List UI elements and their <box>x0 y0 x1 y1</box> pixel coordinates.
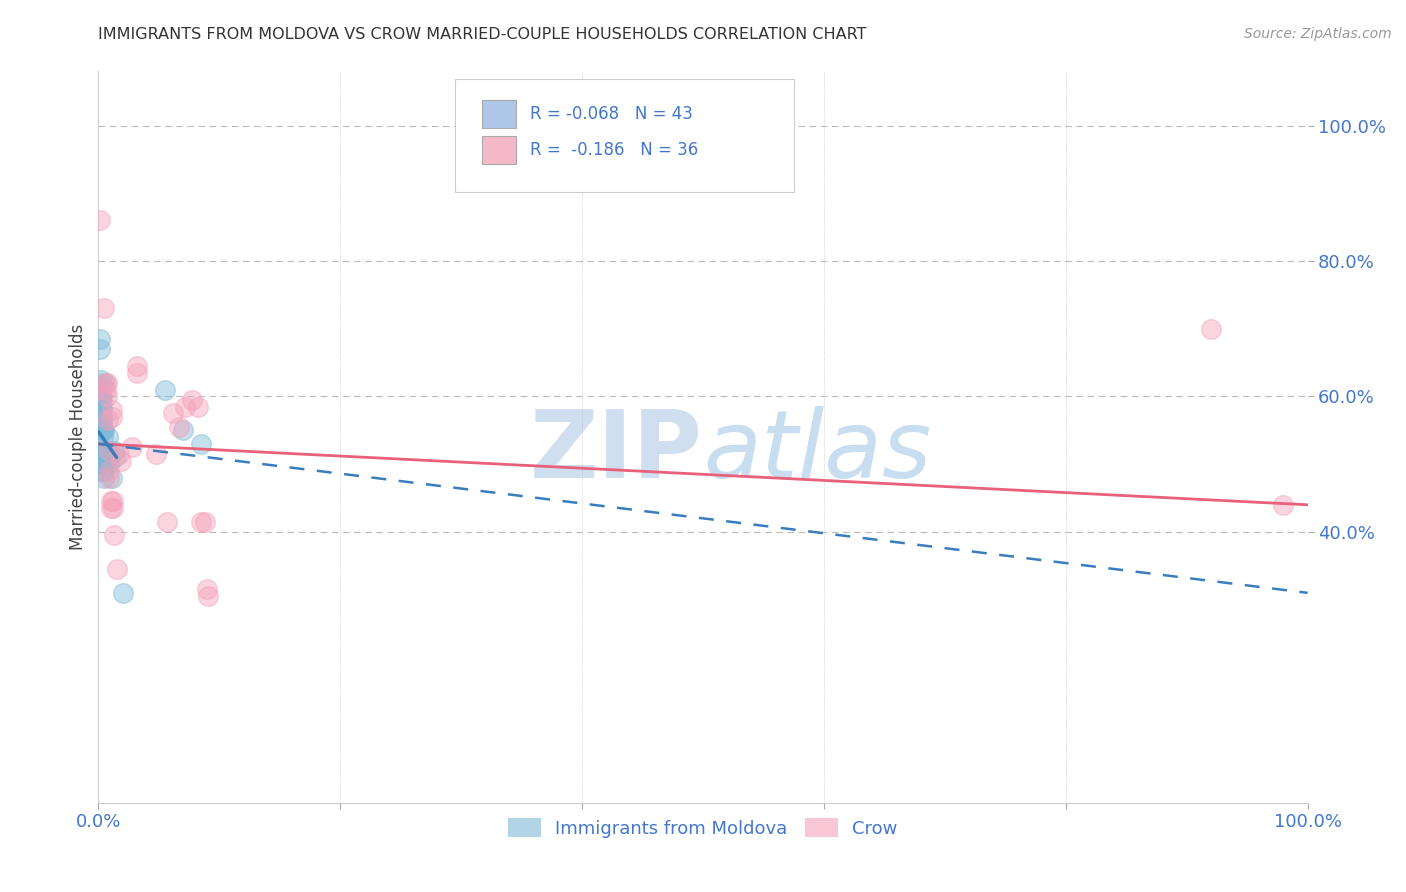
Point <box>94 383 117 397</box>
Point <box>180 392 202 407</box>
Point <box>91 457 114 471</box>
Point <box>108 447 131 461</box>
Point <box>91 450 114 465</box>
Point <box>190 515 212 529</box>
Point <box>96 376 118 390</box>
Point <box>100 403 122 417</box>
Text: IMMIGRANTS FROM MOLDOVA VS CROW MARRIED-COUPLE HOUSEHOLDS CORRELATION CHART: IMMIGRANTS FROM MOLDOVA VS CROW MARRIED-… <box>98 27 868 42</box>
Y-axis label: Married-couple Households: Married-couple Households <box>69 324 87 550</box>
Point <box>172 423 194 437</box>
Point <box>91 409 114 424</box>
Point <box>121 440 143 454</box>
Point <box>91 423 114 437</box>
Point <box>89 332 111 346</box>
Point <box>96 389 118 403</box>
Point <box>91 403 114 417</box>
Point <box>91 423 114 437</box>
Point <box>93 423 115 437</box>
Point <box>91 417 114 431</box>
Point <box>89 213 111 227</box>
Point <box>100 501 122 516</box>
Legend: Immigrants from Moldova, Crow: Immigrants from Moldova, Crow <box>501 811 905 845</box>
Point <box>156 515 179 529</box>
Point <box>93 376 115 390</box>
Point <box>91 403 114 417</box>
Point <box>98 450 121 465</box>
Point <box>90 372 112 386</box>
Point <box>91 450 114 465</box>
Text: Source: ZipAtlas.com: Source: ZipAtlas.com <box>1244 27 1392 41</box>
Text: atlas: atlas <box>703 406 931 497</box>
Point <box>111 586 134 600</box>
Point <box>103 528 125 542</box>
Point <box>101 501 124 516</box>
Point <box>194 515 217 529</box>
Point <box>94 450 117 465</box>
Bar <box>482 100 516 128</box>
Point <box>187 400 209 414</box>
Point <box>91 409 114 424</box>
Point <box>98 464 121 478</box>
Point <box>100 471 122 485</box>
Point <box>91 389 114 403</box>
FancyBboxPatch shape <box>456 78 793 192</box>
Point <box>91 443 114 458</box>
Point <box>110 454 132 468</box>
Point <box>90 379 112 393</box>
Point <box>174 400 197 414</box>
Point <box>162 406 184 420</box>
Point <box>190 437 212 451</box>
Point <box>127 366 149 380</box>
Point <box>97 413 120 427</box>
Point <box>89 342 111 356</box>
Point <box>90 386 112 401</box>
Point <box>91 464 114 478</box>
Point <box>91 464 114 478</box>
Point <box>169 420 191 434</box>
Point <box>90 392 112 407</box>
Point <box>195 582 218 597</box>
Point <box>91 443 114 458</box>
Point <box>93 443 115 458</box>
Point <box>100 494 122 508</box>
Point <box>94 457 117 471</box>
Point <box>103 443 125 458</box>
Bar <box>482 136 516 164</box>
Point <box>96 443 118 458</box>
Point <box>91 396 114 410</box>
Point <box>98 457 121 471</box>
Point <box>91 417 114 431</box>
Point <box>1199 322 1222 336</box>
Point <box>98 471 121 485</box>
Point <box>93 471 115 485</box>
Point <box>97 430 120 444</box>
Point <box>145 447 167 461</box>
Point <box>153 383 176 397</box>
Text: R = -0.068   N = 43: R = -0.068 N = 43 <box>530 104 693 123</box>
Point <box>93 301 115 316</box>
Point <box>105 562 128 576</box>
Point <box>91 457 114 471</box>
Point <box>98 443 121 458</box>
Point <box>91 430 114 444</box>
Text: R =  -0.186   N = 36: R = -0.186 N = 36 <box>530 141 699 160</box>
Point <box>1272 498 1295 512</box>
Point <box>101 494 124 508</box>
Point <box>127 359 149 373</box>
Point <box>197 589 219 603</box>
Point <box>93 457 115 471</box>
Point <box>100 409 122 424</box>
Point <box>94 376 117 390</box>
Text: ZIP: ZIP <box>530 406 703 498</box>
Point <box>104 450 127 465</box>
